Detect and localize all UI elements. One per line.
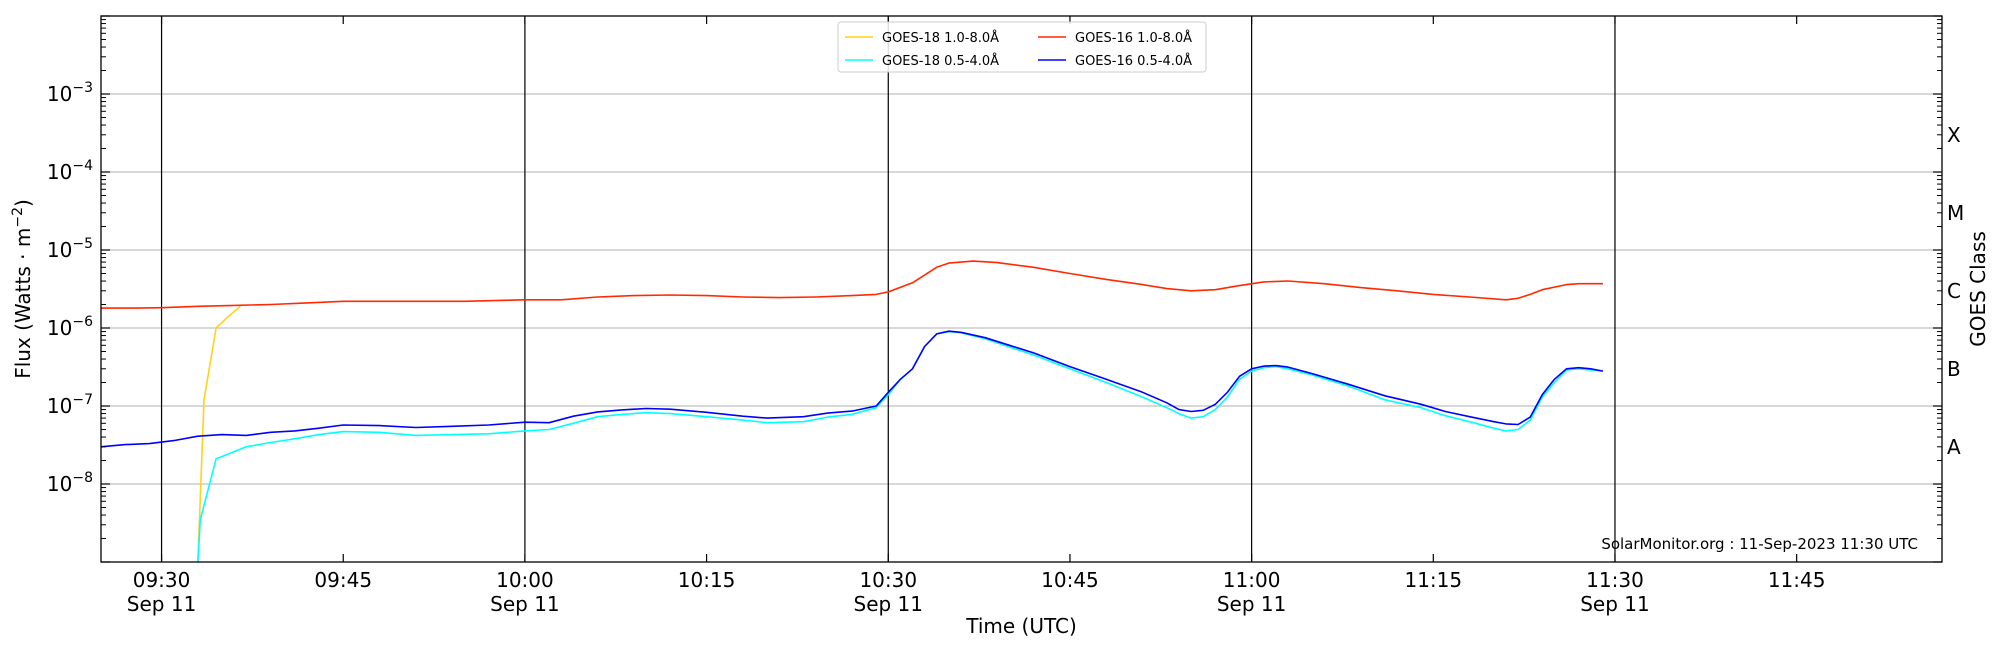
source-annotation: SolarMonitor.org : 11-Sep-2023 11:30 UTC (1601, 535, 1918, 553)
goes-class-label: A (1947, 435, 1961, 459)
x-tick-date-label: Sep 11 (127, 592, 197, 616)
legend-label: GOES-18 0.5-4.0Å (882, 53, 999, 69)
x-tick-label: 10:30 (859, 568, 917, 592)
y-tick-label: 10−3 (47, 80, 93, 106)
x-axis-title: Time (UTC) (965, 614, 1077, 638)
goes-class-label: M (1947, 201, 1964, 225)
goes-class-axis-title: GOES Class (1966, 231, 1990, 347)
series-line (100, 330, 1604, 448)
x-tick-label: 11:15 (1404, 568, 1462, 592)
legend-label: GOES-18 1.0-8.0Å (882, 30, 999, 46)
series-line (101, 260, 1603, 309)
x-tick-label: 10:45 (1041, 568, 1099, 592)
x-tick-label: 09:45 (314, 568, 372, 592)
x-tick-date-label: Sep 11 (1580, 592, 1650, 616)
series-line (197, 305, 241, 563)
legend-label: GOES-16 1.0-8.0Å (1075, 30, 1192, 46)
legend-label: GOES-16 0.5-4.0Å (1075, 53, 1192, 69)
y-tick-label: 10−4 (47, 158, 93, 184)
legend-box (837, 21, 1207, 73)
x-tick-label: 10:15 (678, 568, 736, 592)
x-tick-label: 11:00 (1223, 568, 1281, 592)
x-tick-date-label: Sep 11 (1217, 592, 1287, 616)
x-tick-label: 09:30 (133, 568, 191, 592)
goes-class-label: C (1947, 279, 1961, 303)
y-tick-label: 10−8 (47, 470, 93, 496)
gridlines (101, 93, 1942, 485)
plot-frame (100, 15, 1943, 563)
x-tick-label: 11:30 (1586, 568, 1644, 592)
goes-class-label: B (1947, 357, 1961, 381)
y-axis-title-exponent: −2 (10, 207, 26, 228)
y-tick-label: 10−7 (47, 392, 93, 418)
y-axis-title: Flux (Watts · m−2) (10, 199, 35, 379)
legend: GOES-18 1.0-8.0Å GOES-18 0.5-4.0Å GOES-16 … (837, 21, 1207, 73)
series-lines (100, 260, 1604, 563)
y-tick-label: 10−6 (47, 314, 93, 340)
goes-class-label: X (1947, 123, 1961, 147)
y-axis-ticks: 10−8 10−7 10−6 10−5 10−4 10−3 (47, 15, 1942, 563)
goes-class-labels: A B C M X (1947, 123, 1964, 459)
x-tick-label: 10:00 (496, 568, 554, 592)
x-tick-date-label: Sep 11 (854, 592, 924, 616)
day-time-lines (160, 16, 1616, 562)
x-tick-date-label: Sep 11 (490, 592, 560, 616)
x-tick-label: 11:45 (1768, 568, 1826, 592)
y-tick-label: 10−5 (47, 236, 93, 262)
